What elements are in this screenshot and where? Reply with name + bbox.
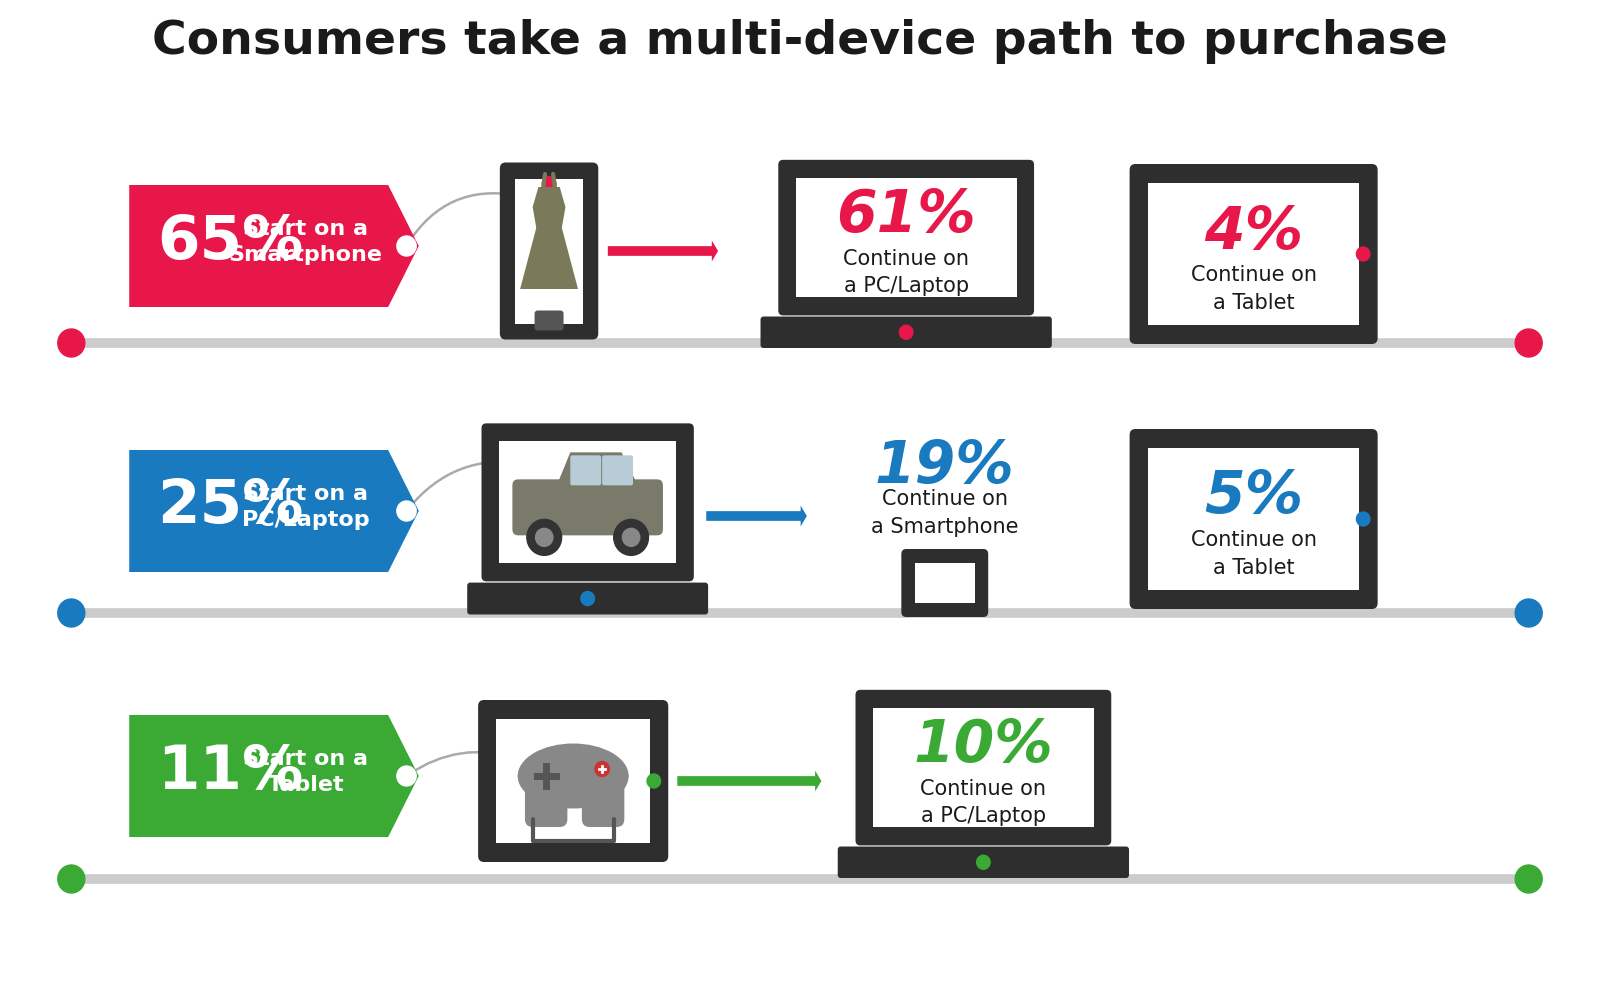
FancyBboxPatch shape	[525, 769, 568, 827]
Circle shape	[526, 520, 562, 556]
Circle shape	[1357, 247, 1370, 261]
Text: 4%: 4%	[1205, 203, 1302, 260]
FancyBboxPatch shape	[582, 769, 624, 827]
FancyBboxPatch shape	[512, 479, 662, 536]
Circle shape	[614, 520, 648, 556]
Text: 10%: 10%	[914, 717, 1053, 774]
Ellipse shape	[518, 744, 629, 809]
Text: Continue on
a PC/Laptop: Continue on a PC/Laptop	[843, 249, 970, 296]
Text: 11%: 11%	[157, 743, 304, 802]
Circle shape	[397, 500, 416, 521]
Text: Continue on
a Tablet: Continue on a Tablet	[1190, 531, 1317, 578]
FancyBboxPatch shape	[499, 162, 598, 339]
Circle shape	[58, 599, 85, 627]
Text: 65%: 65%	[157, 212, 304, 271]
Text: Continue on
a PC/Laptop: Continue on a PC/Laptop	[920, 779, 1046, 826]
Text: Start on a
PC/Laptop: Start on a PC/Laptop	[242, 484, 370, 530]
Circle shape	[397, 766, 416, 786]
FancyBboxPatch shape	[856, 690, 1112, 846]
Polygon shape	[557, 452, 638, 485]
Text: 5%: 5%	[1205, 468, 1302, 526]
Text: Start on a
Smartphone: Start on a Smartphone	[229, 219, 382, 265]
Circle shape	[542, 176, 555, 190]
FancyBboxPatch shape	[478, 700, 669, 862]
Text: Continue on
a Smartphone: Continue on a Smartphone	[870, 489, 1019, 537]
Circle shape	[1515, 599, 1542, 627]
Circle shape	[397, 236, 416, 256]
FancyBboxPatch shape	[482, 423, 694, 582]
FancyBboxPatch shape	[778, 160, 1034, 315]
FancyBboxPatch shape	[1130, 164, 1378, 344]
Circle shape	[976, 855, 990, 869]
Polygon shape	[520, 227, 578, 289]
Polygon shape	[130, 715, 419, 837]
FancyBboxPatch shape	[1147, 448, 1360, 590]
FancyBboxPatch shape	[515, 178, 582, 323]
Circle shape	[1515, 329, 1542, 357]
FancyBboxPatch shape	[467, 583, 709, 615]
Circle shape	[58, 329, 85, 357]
FancyBboxPatch shape	[602, 455, 634, 485]
Circle shape	[58, 865, 85, 893]
FancyBboxPatch shape	[874, 708, 1094, 828]
Circle shape	[536, 529, 554, 547]
Circle shape	[622, 529, 640, 547]
FancyBboxPatch shape	[496, 719, 650, 843]
FancyBboxPatch shape	[1130, 429, 1378, 609]
Circle shape	[581, 592, 595, 606]
Polygon shape	[130, 185, 419, 307]
Polygon shape	[130, 450, 419, 572]
FancyBboxPatch shape	[499, 441, 677, 564]
FancyBboxPatch shape	[570, 455, 602, 485]
FancyBboxPatch shape	[534, 310, 563, 330]
Polygon shape	[533, 187, 565, 229]
Circle shape	[1357, 512, 1370, 526]
Circle shape	[646, 774, 661, 788]
FancyBboxPatch shape	[795, 178, 1016, 297]
Circle shape	[595, 762, 610, 777]
FancyBboxPatch shape	[838, 847, 1130, 878]
Text: 61%: 61%	[837, 187, 976, 244]
FancyBboxPatch shape	[915, 563, 974, 603]
Text: Continue on
a Tablet: Continue on a Tablet	[1190, 265, 1317, 312]
FancyBboxPatch shape	[1147, 183, 1360, 325]
FancyBboxPatch shape	[901, 549, 989, 617]
Circle shape	[899, 325, 914, 339]
Text: Consumers take a multi-device path to purchase: Consumers take a multi-device path to pu…	[152, 18, 1448, 63]
Circle shape	[1515, 865, 1542, 893]
Text: 19%: 19%	[875, 437, 1014, 494]
Text: Start on a
Tablet: Start on a Tablet	[243, 749, 368, 795]
FancyBboxPatch shape	[760, 316, 1051, 348]
Text: 25%: 25%	[157, 477, 304, 537]
